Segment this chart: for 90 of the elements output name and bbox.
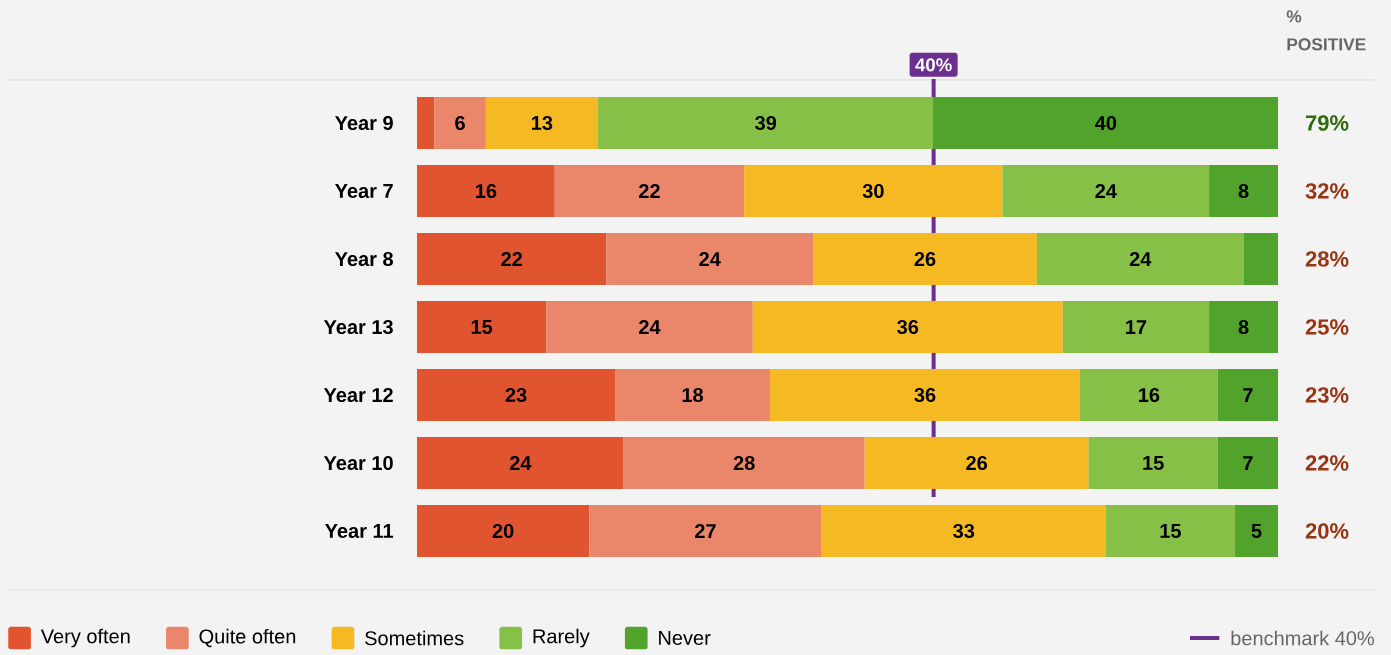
data-label: 7 [1243,456,1253,470]
bar [416,505,590,558]
bar [770,369,1080,422]
data-label: 27 [695,524,716,538]
bar [1217,437,1279,490]
bar [1217,369,1279,422]
data-label: 15 [471,320,493,334]
data-label: 30 [862,183,884,199]
ref-line-label: 40% [915,58,952,72]
data-label: 40 [1095,115,1117,131]
data-label: 16 [1138,387,1160,403]
bar [1079,369,1218,422]
bar [1105,505,1235,558]
bar [416,233,607,286]
data-label: 24 [1129,252,1152,266]
y-tick-label: Year 12 [323,387,393,403]
y-tick-label: Year 8 [335,251,393,267]
data-label: 28 [733,455,755,471]
bar [485,97,598,150]
data-label: 17 [1126,320,1147,334]
bar [589,505,822,558]
bar [416,437,624,490]
legend-label: Very often [40,628,130,648]
bar [416,369,616,422]
text: benchmark 40% [1231,630,1374,646]
bar [1062,301,1210,354]
legend-label: Rarely [533,628,590,648]
y-tick-label: Year 11 [325,524,394,538]
bar [1234,505,1279,558]
y-tick-label: Year 9 [335,115,393,131]
legend-label: Never [659,631,711,645]
text: 28% [1305,251,1349,267]
data-label: 20 [492,523,514,539]
data-label: 26 [966,455,988,471]
bar [615,369,771,422]
bar [434,97,486,150]
bar [1088,437,1218,490]
legend-label: Sometimes [365,630,464,646]
bar [821,505,1106,558]
bar [416,97,435,150]
y-tick-label: Year 7 [335,184,393,198]
data-label: 7 [1243,388,1253,402]
data-label: 24 [639,320,661,334]
bar [1209,165,1279,218]
bar [933,97,1279,150]
bar [606,233,814,286]
data-label: 15 [1143,456,1164,470]
legend-label: Quite often [199,628,296,648]
bar [864,437,1089,490]
text: 25% [1305,319,1349,335]
y-tick-label: Year 10 [323,455,393,471]
data-label: 24 [1095,184,1117,198]
text: 23% [1305,387,1349,403]
data-label: 39 [755,115,777,131]
bar [1036,233,1244,286]
bar [752,301,1063,354]
data-label: 5 [1251,524,1262,538]
data-label: 16 [476,183,497,199]
y-tick-label: Year 13 [323,319,393,335]
bar [1002,165,1210,218]
data-label: 24 [509,456,532,470]
text: 32% [1305,183,1349,199]
bar [744,165,1003,218]
data-label: 36 [914,387,936,403]
bar [1243,233,1279,286]
data-label: 8 [1238,319,1249,335]
data-label: 33 [953,523,975,539]
text: 22% [1305,455,1349,471]
bar [1209,301,1279,354]
text: 79% [1305,115,1349,131]
bar [416,165,555,218]
bar [623,437,865,490]
data-label: 15 [1160,524,1181,538]
bar [813,233,1037,286]
data-label: 8 [1238,183,1249,199]
data-label: 24 [699,252,721,266]
bar [546,301,753,354]
bar [416,301,547,354]
data-label: 26 [914,251,936,267]
text: % POSITIVE [1286,10,1366,51]
data-label: 13 [531,115,553,131]
bar [554,165,745,218]
bar [597,97,934,150]
data-label: 36 [897,319,919,335]
data-label: 6 [455,115,465,131]
text: 20% [1305,523,1349,539]
data-label: 22 [639,184,660,198]
data-label: 23 [505,387,527,403]
data-label: 22 [501,252,523,266]
data-label: 18 [682,387,704,403]
